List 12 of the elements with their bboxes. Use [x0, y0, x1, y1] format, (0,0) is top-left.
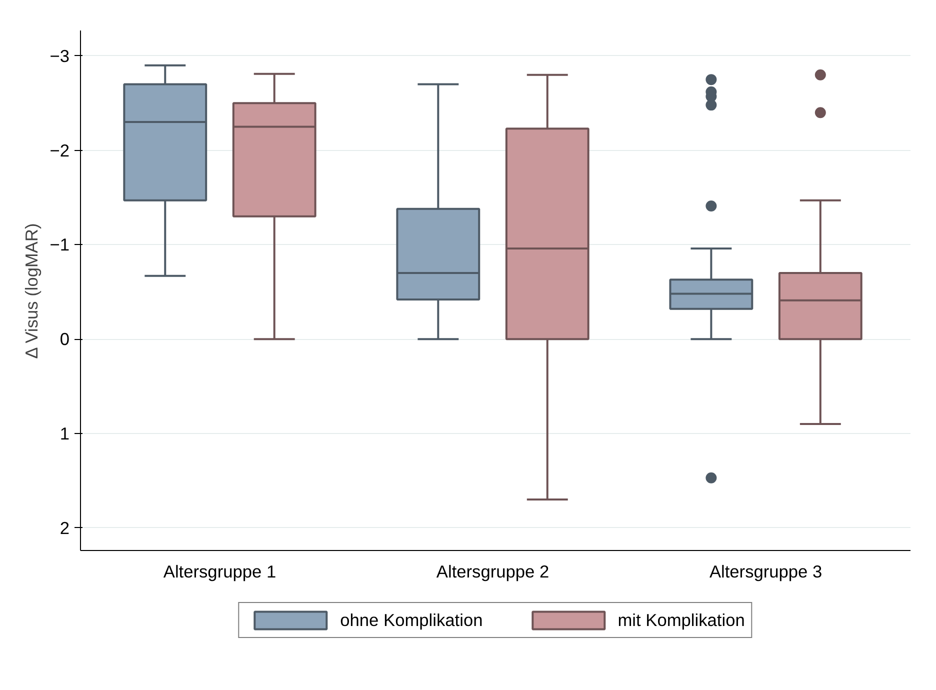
y-tick-label: 0: [60, 329, 70, 350]
y-tick-label: −2: [50, 140, 70, 160]
x-tick-label: Altersgruppe 2: [436, 562, 550, 582]
y-tick-label: −1: [50, 234, 70, 255]
legend-label: mit Komplikation: [618, 610, 745, 630]
y-tick-label: 1: [60, 423, 70, 444]
x-tick-label: Altersgruppe 3: [709, 562, 822, 582]
y-tick-label: 2: [60, 518, 70, 538]
x-tick-label: Altersgruppe 1: [163, 562, 276, 582]
y-tick-label: −3: [50, 46, 70, 66]
legend-label: ohne Komplikation: [340, 610, 483, 630]
y-axis-title: Δ Visus (logMAR): [22, 223, 42, 359]
